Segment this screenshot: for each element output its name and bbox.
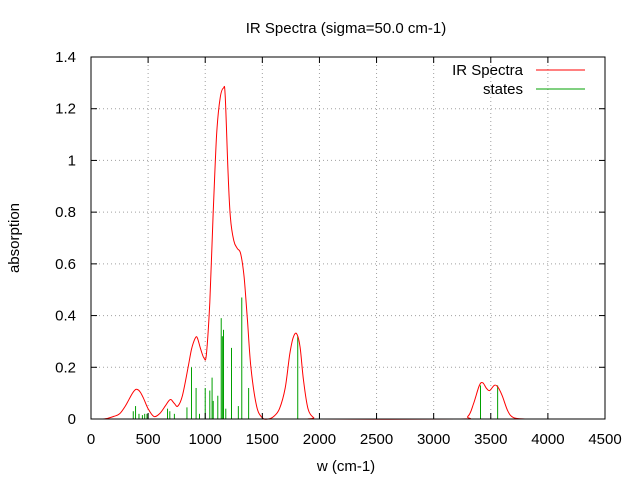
legend-label-states: states (483, 81, 523, 98)
y-tick-label: 0 (68, 411, 76, 428)
chart-title: IR Spectra (sigma=50.0 cm-1) (246, 20, 447, 37)
ir-spectrum-line (102, 85, 526, 420)
plot-frame (90, 56, 606, 420)
x-axis-label: w (cm-1) (316, 458, 375, 475)
x-tick-label: 500 (136, 431, 161, 448)
y-tick-label: 0.4 (55, 308, 76, 325)
x-tick-label: 3000 (417, 431, 450, 448)
legend: IR Spectra states (452, 62, 585, 98)
y-tick-label: 0.6 (55, 256, 76, 273)
x-tick-label: 3500 (474, 431, 507, 448)
y-tick-label: 1.2 (55, 101, 76, 118)
x-tick-label: 2500 (360, 431, 393, 448)
x-tick-label: 0 (87, 431, 95, 448)
x-tick-label: 1500 (246, 431, 279, 448)
y-tick-label: 0.2 (55, 359, 76, 376)
x-tick-label: 4000 (531, 431, 564, 448)
y-tick-labels: 0 0.2 0.4 0.6 0.8 1 1.2 1.4 (55, 49, 76, 428)
y-tick-label: 0.8 (55, 204, 76, 221)
legend-label-ir-spectra: IR Spectra (452, 62, 524, 79)
y-axis-label: absorption (6, 203, 23, 273)
x-tick-label: 4500 (588, 431, 621, 448)
grid-lines (91, 57, 605, 419)
x-tick-label: 2000 (303, 431, 336, 448)
x-tick-label: 1000 (189, 431, 222, 448)
y-tick-label: 1 (68, 152, 76, 169)
states-impulses (132, 297, 499, 419)
spectrum-curves (102, 85, 526, 420)
x-tick-labels: 0 500 1000 1500 2000 2500 3000 3500 4000 4500 (87, 431, 622, 448)
y-tick-label: 1.4 (55, 49, 76, 66)
axis-ticks (90, 56, 606, 420)
